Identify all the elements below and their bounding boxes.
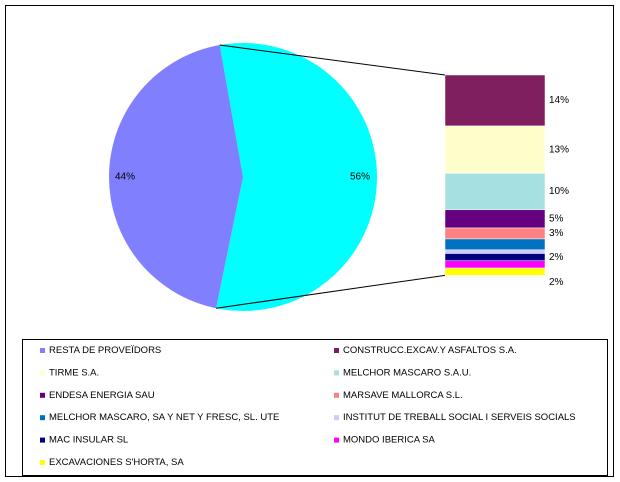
- legend-label: RESTA DE PROVEÏDORS: [49, 345, 161, 356]
- legend-swatch: [334, 392, 339, 398]
- data-label: 10%: [549, 186, 569, 197]
- legend-swatch: [40, 392, 45, 398]
- legend-box: [22, 339, 608, 476]
- data-label: 13%: [549, 144, 569, 155]
- data-label: 44%: [115, 172, 135, 183]
- data-label: 2%: [549, 252, 564, 263]
- bar-segment: [444, 249, 546, 254]
- bar-segment: [444, 260, 546, 269]
- legend-label: MELCHOR MASCARO S.A.U.: [343, 367, 471, 378]
- legend-label: INSTITUT DE TREBALL SOCIAL I SERVEIS SOC…: [343, 412, 576, 423]
- legend-label: CONSTRUCC.EXCAV.Y ASFALTOS S.A.: [343, 345, 517, 356]
- bar-segment: [444, 209, 546, 229]
- bar-segment: [444, 227, 546, 240]
- bar-segment: [444, 74, 546, 127]
- connector: [215, 274, 446, 309]
- bar-segment: [444, 267, 546, 276]
- legend-label: MONDO IBERICA SA: [343, 435, 436, 446]
- legend-label: MELCHOR MASCARO, SA Y NET Y FRESC, SL. U…: [49, 412, 279, 423]
- bar-segment: [444, 173, 546, 211]
- bar-segment: [444, 238, 546, 251]
- bar-segment: [444, 125, 546, 174]
- pie-slice: [216, 43, 377, 311]
- legend-label: EXCAVACIONES S'HORTA, SA: [49, 457, 184, 468]
- pie-slice: [108, 45, 244, 309]
- data-label: 5%: [549, 214, 564, 225]
- legend-swatch: [40, 437, 45, 443]
- legend-swatch: [334, 370, 339, 376]
- data-label: 14%: [549, 95, 569, 106]
- data-label: 56%: [350, 172, 370, 183]
- bar-segment: [444, 253, 546, 262]
- legend-label: ENDESA ENERGIA SAU: [49, 390, 155, 401]
- legend-swatch: [40, 460, 45, 465]
- legend-swatch: [40, 415, 45, 421]
- legend-label: MAC INSULAR SL: [49, 435, 128, 446]
- legend-label: TIRME S.A.: [49, 367, 99, 378]
- legend-swatch: [334, 437, 339, 443]
- connector: [219, 44, 446, 76]
- legend-label: MARSAVE MALLORCA S.L.: [343, 390, 463, 401]
- legend-swatch: [40, 348, 45, 353]
- data-label: 2%: [549, 277, 564, 288]
- data-label: 3%: [549, 228, 564, 239]
- legend-swatch: [334, 348, 339, 353]
- legend-swatch: [334, 415, 339, 421]
- legend-swatch: [40, 370, 45, 376]
